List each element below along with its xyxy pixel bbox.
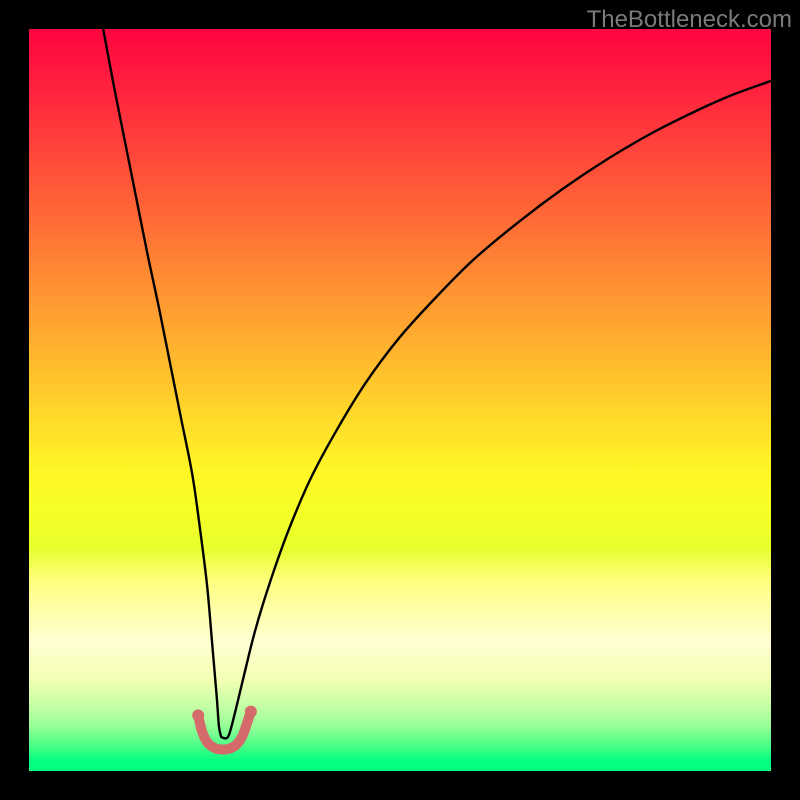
- min-region-u-marker: [198, 712, 251, 750]
- min-region-u-marker-endcap-left: [192, 709, 204, 721]
- chart-container: TheBottleneck.com: [0, 0, 800, 800]
- curve-right-branch: [221, 81, 771, 739]
- curve-layer: [29, 29, 771, 771]
- watermark-text: TheBottleneck.com: [587, 6, 792, 34]
- plot-area: [29, 29, 771, 771]
- curve-left-branch: [103, 29, 221, 737]
- min-region-u-marker-endcap-right: [245, 706, 257, 718]
